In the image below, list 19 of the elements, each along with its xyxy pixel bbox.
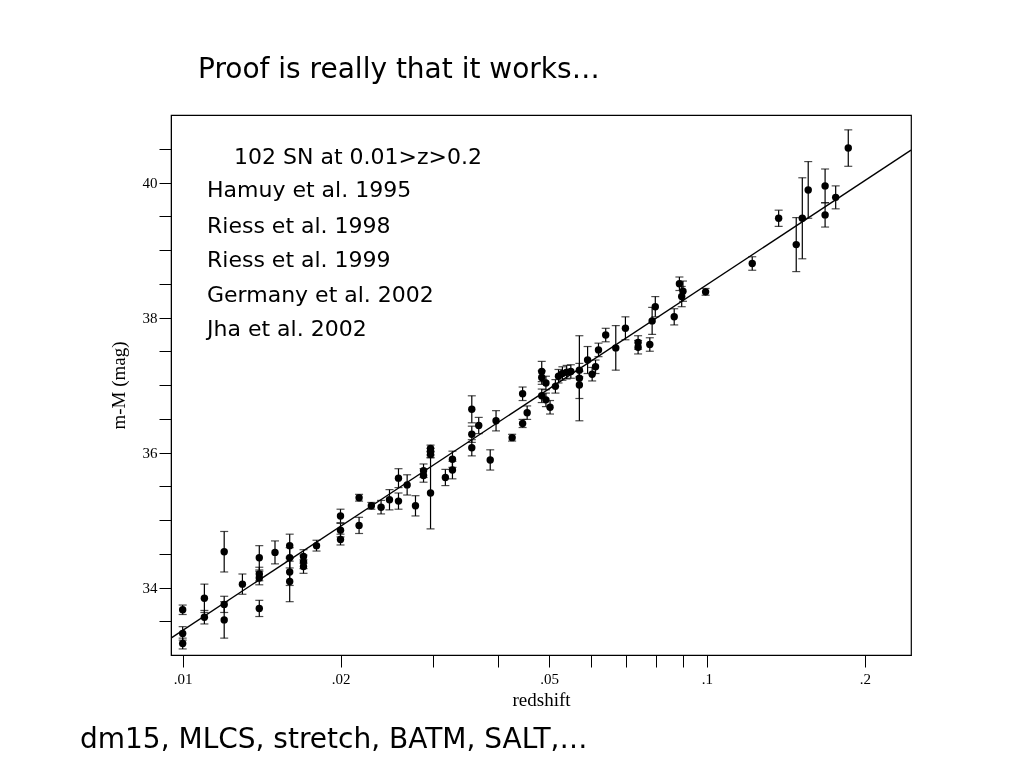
annotation: Riess et al. 1999 [207,247,391,272]
x-tick-label: .01 [173,670,193,687]
annotation: 102 SN at 0.01>z>0.2 [234,144,482,169]
annotation: Riess et al. 1998 [207,213,391,238]
x-tick-label: .02 [331,670,351,687]
y-tick-label: 40 [142,175,158,191]
annotation: Jha et al. 2002 [205,316,367,341]
x-axis-title: redshift [512,688,572,710]
y-axis-title: m-M (mag) [107,341,130,430]
x-tick-label: .2 [859,670,871,687]
x-tick-label: .05 [540,670,560,687]
annotation: Germany et al. 2002 [207,282,434,307]
y-tick-label: 34 [142,580,158,596]
x-tick-label: .1 [701,670,714,687]
chart-title: Proof is really that it works… [198,52,600,85]
annotation: Hamuy et al. 1995 [207,177,412,202]
text: dm15, MLCS, stretch, BATM, SALT,… [80,722,588,755]
y-tick-label: 36 [142,445,158,461]
y-tick-label: 38 [142,310,158,326]
